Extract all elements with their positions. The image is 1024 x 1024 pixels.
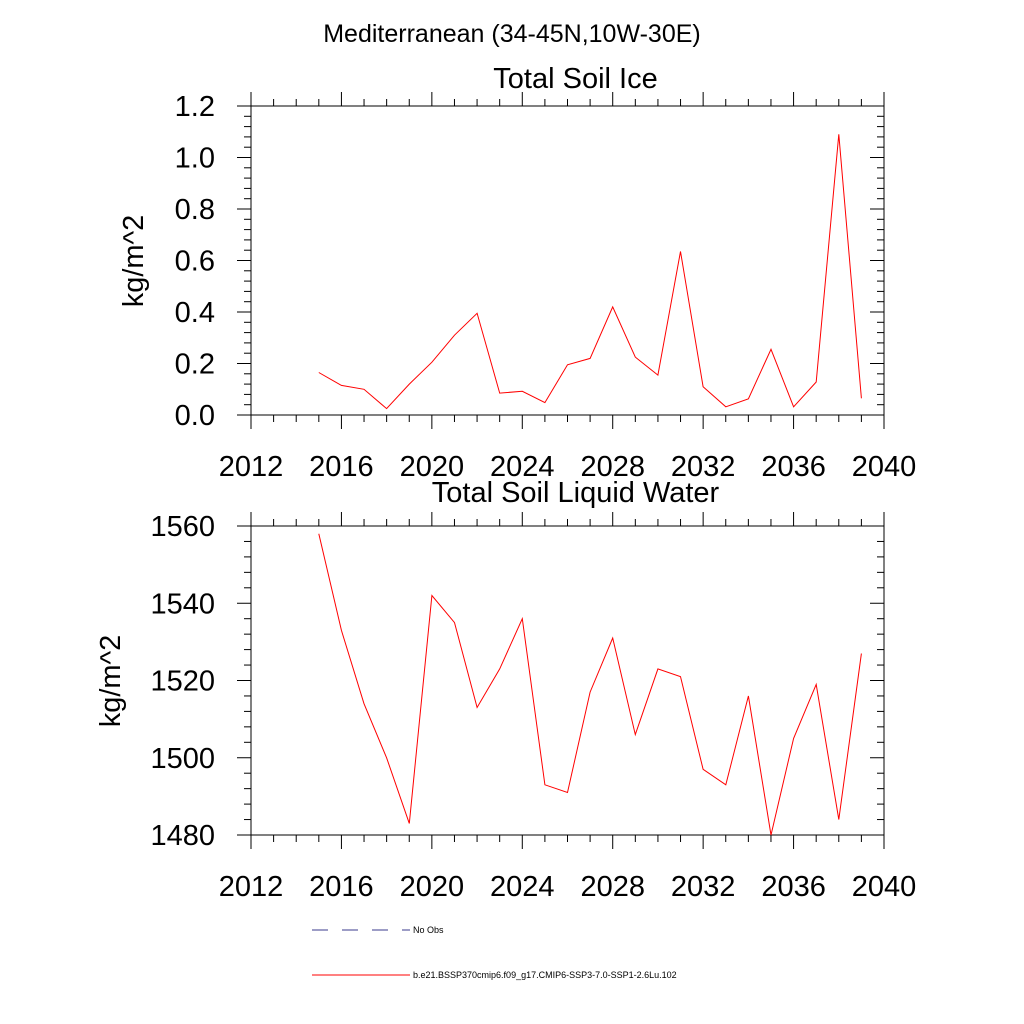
data-point: [341, 385, 342, 386]
data-point: [635, 734, 636, 735]
y-tick-label: 0.8: [175, 194, 215, 226]
legend-label-no-obs: No Obs: [413, 925, 444, 935]
y-tick-label: 0.2: [175, 349, 215, 381]
data-point: [657, 668, 658, 669]
panel-title: Total Soil Liquid Water: [432, 477, 720, 509]
soil-liquid-water-panel: Total Soil Liquid Water kg/m^2 2012 2016 202…: [95, 477, 916, 903]
x-tick-label: 2016: [309, 451, 374, 483]
data-point: [590, 692, 591, 693]
data-point: [318, 372, 319, 373]
data-point: [657, 375, 658, 376]
data-point: [364, 389, 365, 390]
data-point: [477, 707, 478, 708]
x-tick-label: 2020: [400, 871, 465, 903]
legend: No Obs b.e21.BSSP370cmip6.f09_g17.CMIP6-…: [312, 925, 677, 980]
data-point: [522, 391, 523, 392]
y-tick-label: 1500: [150, 743, 215, 775]
data-point: [522, 618, 523, 619]
data-point: [861, 398, 862, 399]
panel-title: Total Soil Ice: [493, 63, 657, 95]
data-point: [703, 386, 704, 387]
data-point: [318, 533, 319, 534]
data-point: [386, 757, 387, 758]
y-tick-label: 0.0: [175, 400, 215, 432]
y-tick-label: 1480: [150, 820, 215, 852]
data-point: [612, 306, 613, 307]
data-point: [454, 622, 455, 623]
data-point: [454, 335, 455, 336]
data-point: [431, 595, 432, 596]
x-tick-label: 2036: [761, 451, 826, 483]
data-point: [409, 384, 410, 385]
y-tick-label: 1520: [150, 666, 215, 698]
series-line: [318, 134, 862, 410]
data-point: [567, 364, 568, 365]
x-tick-label: 2028: [580, 871, 645, 903]
data-point: [612, 638, 613, 639]
x-tick-label: 2020: [400, 451, 465, 483]
data-point: [477, 313, 478, 314]
data-point: [748, 398, 749, 399]
y-tick-label: 1560: [150, 511, 215, 543]
x-tick-label: 2016: [309, 871, 374, 903]
data-point: [770, 349, 771, 350]
y-tick-label: 1.0: [175, 143, 215, 175]
x-tick-label: 2036: [761, 871, 826, 903]
data-point: [793, 738, 794, 739]
x-tick-label: 2012: [219, 451, 284, 483]
data-point: [748, 695, 749, 696]
x-tick-label: 2040: [852, 871, 917, 903]
data-point: [590, 358, 591, 359]
x-tick-label: 2024: [490, 871, 555, 903]
data-point: [544, 402, 545, 403]
y-tick-label: 1540: [150, 588, 215, 620]
x-tick-label: 2032: [671, 451, 736, 483]
x-tick-label: 2024: [490, 451, 555, 483]
data-point: [635, 357, 636, 358]
data-point: [816, 382, 817, 383]
data-point: [499, 393, 500, 394]
data-point: [680, 676, 681, 677]
x-tick-label: 2032: [671, 871, 736, 903]
data-point: [861, 653, 862, 654]
data-point: [770, 835, 771, 836]
data-point: [364, 703, 365, 704]
data-point: [409, 823, 410, 824]
data-point: [703, 769, 704, 770]
data-point: [725, 784, 726, 785]
data-point: [341, 630, 342, 631]
data-point: [725, 406, 726, 407]
y-axis-label: kg/m^2: [95, 635, 127, 728]
data-point: [499, 668, 500, 669]
x-tick-label: 2012: [219, 871, 284, 903]
x-tick-label: 2028: [580, 451, 645, 483]
soil-ice-panel: Total Soil Ice kg/m^2 2012 2016 2020 2024 2028…: [118, 63, 916, 483]
data-point: [838, 134, 839, 135]
data-point: [680, 251, 681, 252]
y-tick-label: 1.2: [175, 91, 215, 123]
data-point: [793, 406, 794, 407]
x-tick-label: 2040: [852, 451, 917, 483]
y-tick-label: 0.6: [175, 246, 215, 278]
legend-label-model-run: b.e21.BSSP370cmip6.f09_g17.CMIP6-SSP3-7.…: [413, 970, 677, 980]
data-point: [431, 362, 432, 363]
figure-title: Mediterranean (34-45N,10W-30E): [323, 20, 701, 48]
data-point: [544, 784, 545, 785]
data-point: [816, 684, 817, 685]
data-point: [567, 792, 568, 793]
data-point: [838, 819, 839, 820]
y-tick-label: 0.4: [175, 297, 215, 329]
series-line: [318, 533, 862, 836]
data-point: [386, 408, 387, 409]
y-axis-label: kg/m^2: [118, 215, 150, 308]
